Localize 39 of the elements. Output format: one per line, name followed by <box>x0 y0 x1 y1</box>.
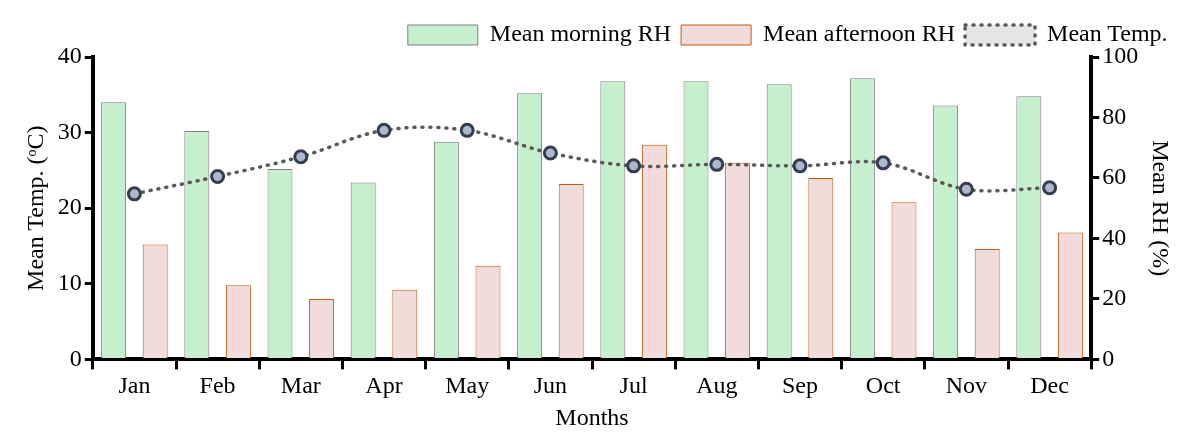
point <box>210 168 226 184</box>
y2-tick-label: 0 <box>1102 344 1115 371</box>
point <box>293 149 309 165</box>
legend-label: Mean morning RH <box>489 20 672 47</box>
point <box>459 122 475 138</box>
point <box>958 181 974 197</box>
y2-tick-label: 80 <box>1102 102 1127 129</box>
x-tick-label: Feb <box>199 372 236 399</box>
y-tick-label: 20 <box>57 193 82 220</box>
x-tick-label: Apr <box>365 372 403 399</box>
point <box>1042 180 1058 196</box>
point <box>875 155 891 171</box>
x-tick-label: Aug <box>696 372 738 399</box>
y-tick-label: 30 <box>57 117 82 144</box>
x-tick-label: Mar <box>280 372 321 399</box>
x-axis-title: Months <box>555 403 629 430</box>
legend-label: Mean afternoon RH <box>763 20 956 47</box>
point <box>792 158 808 174</box>
x-tick-label: Sep <box>782 372 818 399</box>
x-tick-label: Dec <box>1030 372 1069 399</box>
y-axis-title: Mean Temp. (ᵒC) <box>21 125 48 291</box>
x-tick-label: Oct <box>865 372 901 399</box>
y2-tick-label: 40 <box>1102 223 1127 250</box>
point <box>709 156 725 172</box>
y-tick-label: 0 <box>69 344 82 371</box>
point <box>626 158 642 174</box>
y-tick-label: 40 <box>57 42 82 69</box>
x-tick-label: Jul <box>619 372 648 399</box>
x-tick-label: Jun <box>533 372 568 399</box>
x-tick-label: May <box>445 372 490 399</box>
y-tick-label: 10 <box>57 269 82 296</box>
x-tick-label: Nov <box>945 372 988 399</box>
x-tick-label: Jan <box>118 372 151 399</box>
point <box>376 122 392 138</box>
y2-tick-label: 20 <box>1102 284 1127 311</box>
point <box>126 186 142 202</box>
point <box>542 145 558 161</box>
y2-tick-label: 60 <box>1102 163 1127 190</box>
y2-axis-title: Mean RH (%) <box>1148 140 1175 277</box>
